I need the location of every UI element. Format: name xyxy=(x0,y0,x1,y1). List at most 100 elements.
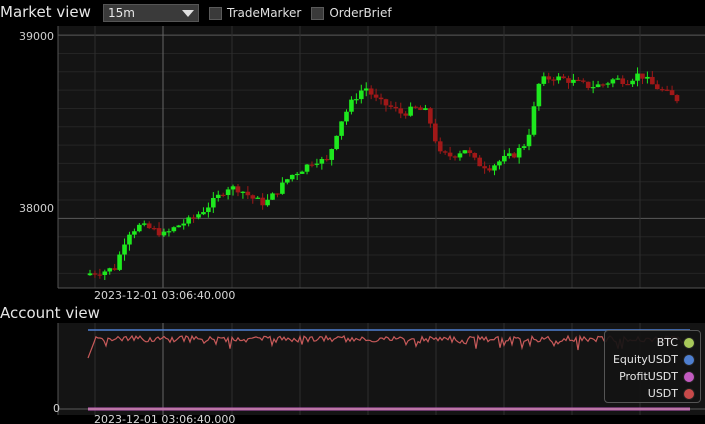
candle-body xyxy=(659,89,665,91)
candle-body xyxy=(531,106,537,135)
account-tick-0: 0 xyxy=(53,402,60,415)
candle-body xyxy=(117,254,122,270)
candle-body xyxy=(393,106,399,109)
candle-body xyxy=(220,194,226,196)
candle-body xyxy=(580,80,586,82)
candle-body xyxy=(674,95,680,102)
candle-body xyxy=(176,225,182,228)
market-plot-background xyxy=(58,26,705,288)
account-view-title: Account view xyxy=(0,304,100,322)
candle-body xyxy=(225,189,231,196)
candle-body xyxy=(605,83,611,85)
candle-body xyxy=(556,76,561,81)
candle-body xyxy=(215,194,221,199)
candle-body xyxy=(319,159,325,164)
candle-body xyxy=(497,161,502,166)
candle-body xyxy=(502,155,507,162)
candle-body xyxy=(428,108,433,124)
candle-body xyxy=(664,89,670,91)
candle-body xyxy=(137,224,142,232)
candle-body xyxy=(230,186,236,190)
candle-body xyxy=(516,147,522,158)
order-brief-checkbox[interactable] xyxy=(311,6,325,20)
legend-label-btc: BTC xyxy=(656,336,678,349)
candle-body xyxy=(314,163,320,165)
candle-body xyxy=(600,84,606,86)
candle-body xyxy=(536,83,542,107)
legend-dot-icon xyxy=(683,370,695,383)
candle-body xyxy=(250,195,256,199)
candle-body xyxy=(339,121,344,136)
candle-body xyxy=(285,179,290,183)
candle-body xyxy=(595,84,601,88)
account-time-label: 2023-12-01 03:06:40.000 xyxy=(94,413,235,424)
legend-item-profitusdt[interactable]: ProfitUSDT xyxy=(605,368,695,385)
candle-body xyxy=(383,99,389,106)
candle-body xyxy=(437,141,443,152)
candle-body xyxy=(546,76,552,80)
candle-body xyxy=(211,198,216,208)
candle-body xyxy=(615,78,621,80)
legend-item-equityusdt[interactable]: EquityUSDT xyxy=(605,351,695,368)
candle-body xyxy=(403,113,408,116)
candle-body xyxy=(112,268,117,270)
legend-item-usdt[interactable]: USDT xyxy=(605,385,695,402)
candle-body xyxy=(625,83,630,86)
candle-body xyxy=(270,193,275,200)
candle-body xyxy=(541,76,547,84)
candle-body xyxy=(156,228,162,236)
candle-body xyxy=(388,105,394,107)
candle-body xyxy=(186,217,191,224)
legend-dot-icon xyxy=(683,353,695,366)
candle-body xyxy=(408,106,413,116)
candle-body xyxy=(245,191,251,196)
candle-body xyxy=(482,166,487,169)
candle-body xyxy=(492,165,497,171)
candle-body xyxy=(260,197,265,206)
candle-body xyxy=(146,223,152,229)
candle-body xyxy=(132,231,137,235)
candle-body xyxy=(472,153,478,158)
market-time-label: 2023-12-01 03:06:40.000 xyxy=(94,289,235,302)
candle-body xyxy=(201,212,206,215)
candle-body xyxy=(576,79,581,82)
candle-body xyxy=(368,88,374,95)
order-brief-toggle[interactable]: OrderBrief xyxy=(311,6,392,20)
candle-body xyxy=(551,79,556,81)
candle-body xyxy=(423,108,428,110)
candle-body xyxy=(571,79,576,83)
candle-body xyxy=(521,146,527,148)
trade-marker-toggle[interactable]: TradeMarker xyxy=(209,6,301,20)
candle-body xyxy=(462,150,468,154)
candle-body xyxy=(585,81,591,88)
candle-body xyxy=(418,107,423,110)
market-chart[interactable]: 39000 38000 2023-12-01 03:06:40.000 xyxy=(0,0,705,305)
candle-body xyxy=(161,231,167,236)
candle-body xyxy=(122,244,127,255)
trade-marker-checkbox[interactable] xyxy=(209,6,222,20)
candle-body xyxy=(452,156,458,158)
candle-body xyxy=(630,80,635,85)
candle-body xyxy=(526,134,532,147)
candle-body xyxy=(669,90,675,96)
candle-body xyxy=(590,87,596,89)
trade-marker-label: TradeMarker xyxy=(227,6,302,20)
legend-item-btc[interactable]: BTC xyxy=(605,334,695,351)
candle-body xyxy=(373,94,379,98)
market-grid xyxy=(58,26,705,288)
candle-body xyxy=(255,197,261,199)
candle-body xyxy=(196,214,201,218)
legend-dot-icon xyxy=(683,336,695,349)
candle-body xyxy=(344,111,349,122)
interval-select[interactable]: 15m xyxy=(103,4,199,22)
candle-body xyxy=(181,223,187,226)
candle-body xyxy=(141,223,147,225)
candle-body xyxy=(506,153,512,156)
candle-body xyxy=(398,108,404,114)
candle-body xyxy=(289,174,295,180)
candle-body xyxy=(487,168,492,171)
candle-body xyxy=(359,90,364,100)
candle-body xyxy=(206,207,211,213)
price-tick-38000: 38000 xyxy=(19,202,54,215)
candle-body xyxy=(378,97,384,100)
